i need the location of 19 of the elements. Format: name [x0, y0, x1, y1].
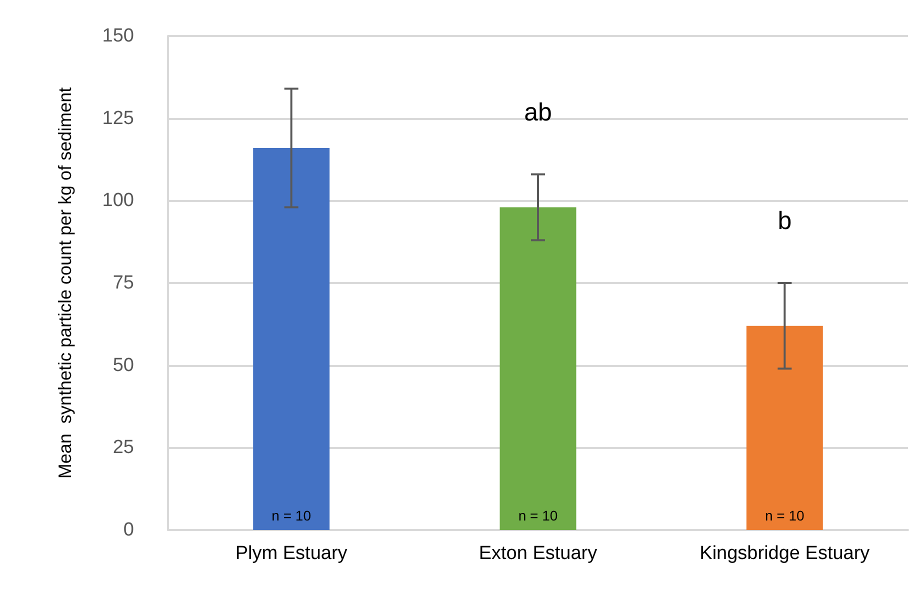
y-tick-label: 25 [112, 437, 134, 458]
bar [253, 148, 330, 530]
x-tick-label: Kingsbridge Estuary [700, 543, 870, 564]
annotation: b [778, 207, 792, 236]
y-tick-label: 0 [123, 520, 134, 540]
annotation: n = 10 [765, 508, 805, 524]
y-tick-label: 100 [102, 190, 134, 212]
x-tick-label: Plym Estuary [235, 543, 348, 564]
bar [746, 326, 823, 530]
y-tick-label: 125 [102, 108, 134, 129]
y-tick-label: 50 [112, 354, 134, 376]
bar [500, 207, 576, 530]
annotation: ab [524, 98, 552, 126]
y-axis-title: Mean synthetic particle count per kg of sediment [55, 87, 75, 479]
annotation: n = 10 [272, 508, 312, 524]
y-tick-label: 75 [112, 272, 134, 294]
x-tick-label: Exton Estuary [478, 543, 598, 564]
annotation: n = 10 [518, 508, 558, 524]
y-tick-label: 150 [102, 26, 134, 46]
